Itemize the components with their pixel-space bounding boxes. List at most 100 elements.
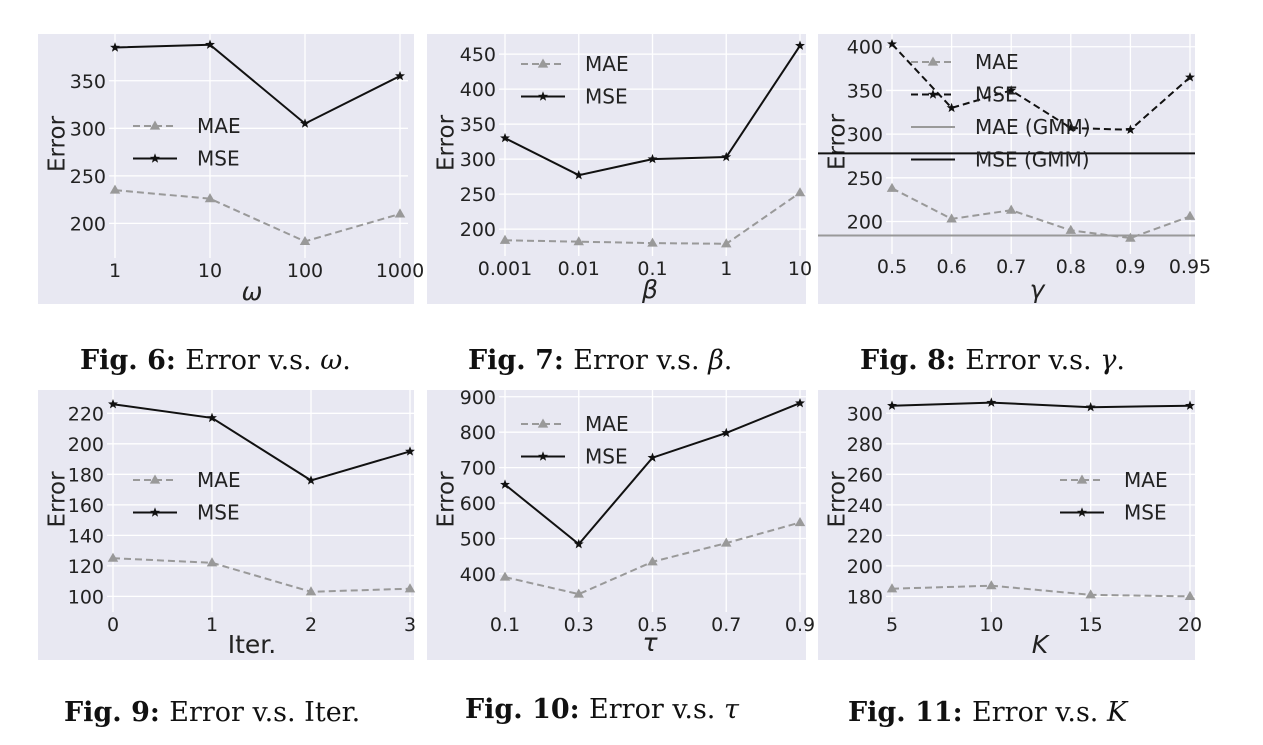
x-tick-label: 0.3 xyxy=(564,614,594,636)
y-tick-label: 280 xyxy=(847,434,883,456)
y-axis-label: Error xyxy=(825,113,851,170)
legend-marker xyxy=(538,91,548,101)
x-tick-label: 3 xyxy=(404,614,416,636)
data-point xyxy=(573,538,584,549)
data-point xyxy=(1184,210,1196,220)
series-mae xyxy=(107,552,416,596)
data-point xyxy=(1005,204,1017,214)
series-line xyxy=(891,584,1191,598)
data-point xyxy=(886,182,898,192)
legend: MAE MSE MAE (GMM) MSE (GMM) xyxy=(911,50,1091,172)
legend-label: MSE xyxy=(1124,501,1167,525)
y-tick-label: 200 xyxy=(847,556,883,578)
x-tick-label: 0.5 xyxy=(637,614,667,636)
chart-10: 400 500 600 700 800 900 0.1 0.3 0.5 0.7 0.9 τ Error M… xyxy=(427,387,815,660)
series-line xyxy=(114,43,401,125)
legend-label: MSE xyxy=(197,147,240,171)
x-tick-label: 0.9 xyxy=(785,614,815,636)
legend-label: MAE xyxy=(975,50,1019,74)
legend-label: MAE xyxy=(585,412,629,436)
series-mae xyxy=(499,187,806,248)
y-tick-label: 200 xyxy=(70,213,106,235)
series-mse xyxy=(887,397,1195,412)
series-line xyxy=(891,43,1191,131)
data-point xyxy=(946,102,957,113)
legend-marker xyxy=(537,418,549,428)
x-tick-label: 1 xyxy=(720,258,732,280)
data-point xyxy=(573,170,584,180)
y-tick-label: 700 xyxy=(460,458,496,480)
y-tick-label: 120 xyxy=(68,556,104,578)
data-point xyxy=(395,70,405,81)
data-point xyxy=(109,184,121,194)
data-point xyxy=(887,400,897,410)
x-tick-label: 5 xyxy=(886,614,898,636)
y-tick-label: 200 xyxy=(68,434,104,456)
figure-caption: Fig. 8: Error v.s. γ. xyxy=(860,345,1125,376)
legend: MAE MSE xyxy=(521,52,629,109)
data-point xyxy=(887,38,897,49)
legend-label: MSE (GMM) xyxy=(975,148,1090,172)
y-tick-label: 800 xyxy=(460,422,496,444)
legend-marker xyxy=(149,474,161,484)
y-tick-label: 240 xyxy=(847,495,883,517)
legend: MAE MSE xyxy=(1060,468,1168,525)
series-line xyxy=(112,403,411,482)
series-line xyxy=(114,189,401,243)
x-tick-label: 2 xyxy=(305,614,317,636)
data-point xyxy=(1185,400,1195,410)
y-tick-label: 250 xyxy=(847,168,883,190)
series-mse xyxy=(887,38,1195,134)
figure-caption: Fig. 6: Error v.s. ω. xyxy=(80,345,351,376)
legend-marker xyxy=(1077,507,1087,517)
caption-text: Error v.s. xyxy=(589,694,724,725)
series-mse xyxy=(108,398,415,485)
caption-text: Error v.s. xyxy=(972,697,1107,728)
legend-label: MSE xyxy=(585,445,628,469)
x-tick-label: 0.9 xyxy=(1115,256,1145,278)
y-tick-label: 350 xyxy=(847,80,883,102)
caption-symbol: β xyxy=(708,345,724,376)
x-axis-label: ω xyxy=(242,277,263,306)
data-point xyxy=(721,238,732,248)
legend: MAE MSE xyxy=(521,412,629,469)
caption-label: Fig. 9: xyxy=(64,697,170,728)
y-tick-label: 400 xyxy=(847,37,883,59)
y-tick-label: 900 xyxy=(460,387,496,409)
x-tick-label: 20 xyxy=(1178,614,1202,636)
data-point xyxy=(1185,72,1195,82)
series-mse xyxy=(500,397,805,549)
data-point xyxy=(1125,124,1136,134)
x-tick-label: 0.6 xyxy=(936,256,966,278)
data-point xyxy=(206,557,218,567)
figure-caption: Fig. 10: Error v.s. τ xyxy=(465,694,739,725)
series-mse xyxy=(500,40,805,180)
caption-label: Fig. 11: xyxy=(848,697,973,728)
y-tick-label: 260 xyxy=(847,464,883,486)
x-tick-label: 10 xyxy=(198,260,222,282)
data-point xyxy=(1085,589,1096,599)
data-point xyxy=(986,580,997,590)
y-tick-label: 250 xyxy=(70,166,106,188)
data-point xyxy=(204,193,216,203)
x-tick-label: 100 xyxy=(287,260,323,282)
chart-7: 200 250 300 350 400 450 0.001 0.01 0.1 1 10 β Error M… xyxy=(427,32,812,304)
data-point xyxy=(647,237,658,247)
data-point xyxy=(1125,232,1136,242)
y-tick-label: 140 xyxy=(68,525,104,547)
y-axis-label: Error xyxy=(45,471,71,528)
figure-caption: Fig. 7: Error v.s. β. xyxy=(468,345,732,376)
x-tick-label: 0.8 xyxy=(1056,256,1086,278)
caption-suffix: . xyxy=(342,345,351,376)
caption-symbol: K xyxy=(1106,697,1128,728)
legend-marker xyxy=(149,120,161,130)
data-point xyxy=(795,40,805,50)
data-point xyxy=(795,397,805,408)
y-tick-label: 160 xyxy=(68,495,104,517)
figure-caption: Fig. 11: Error v.s. K xyxy=(848,697,1127,728)
legend-label: MSE xyxy=(197,501,240,525)
y-tick-label: 400 xyxy=(460,79,496,101)
caption-text: Error v.s. Iter. xyxy=(169,697,361,728)
caption-text: Error v.s. xyxy=(573,345,709,376)
y-axis-label: Error xyxy=(434,114,460,171)
